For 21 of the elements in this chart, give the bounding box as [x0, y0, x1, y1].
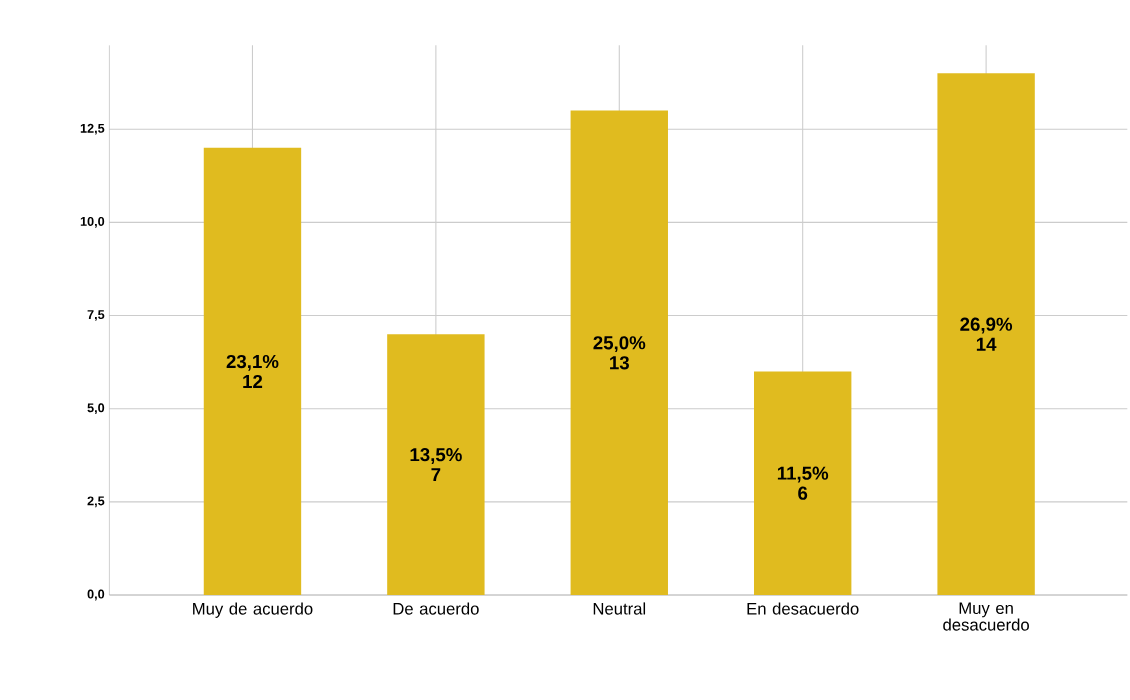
- y-tick-label: 2,5: [87, 496, 105, 508]
- bar: [754, 371, 852, 595]
- data-label: 11,5% 6: [777, 466, 829, 500]
- data-label: 26,9% 14: [960, 317, 1013, 351]
- x-tick-label: En desacuerdo: [747, 602, 859, 615]
- y-tick-label: 7,5: [87, 309, 105, 321]
- y-tick-label: 5,0: [87, 403, 105, 414]
- data-label: 13,5% 7: [410, 447, 462, 481]
- x-tick-label: Neutral: [593, 602, 646, 615]
- y-tick-label: 10,0: [80, 216, 105, 228]
- data-label: 25,0% 13: [593, 335, 646, 370]
- x-tick-label: Muy en desacuerdo: [943, 602, 1029, 631]
- x-tick-label: Muy de acuerdo: [193, 602, 313, 618]
- bar: [203, 147, 302, 595]
- y-tick-label: 0,0: [87, 589, 105, 601]
- bar: [937, 73, 1035, 595]
- data-label: 23,1% 12: [226, 354, 279, 388]
- y-tick-label: 12,5: [80, 123, 105, 135]
- x-tick-label: De acuerdo: [393, 602, 479, 615]
- bar: [570, 110, 668, 595]
- bar: [387, 333, 485, 595]
